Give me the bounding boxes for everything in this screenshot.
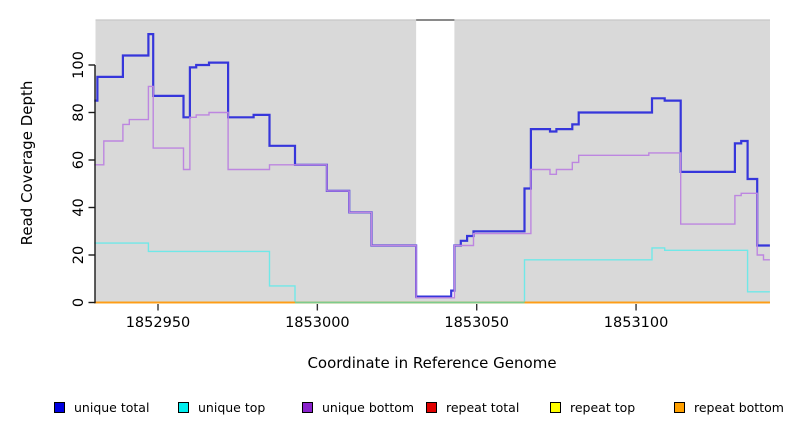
legend-swatch-unique-total	[54, 401, 65, 413]
legend-label: unique bottom	[322, 399, 415, 415]
x-axis-title: Coordinate in Reference Genome	[307, 354, 557, 372]
legend-item-unique-total: unique total	[54, 398, 149, 416]
y-tick-label: 60	[71, 151, 87, 169]
legend: unique total unique top unique bottom repea…	[0, 398, 792, 418]
legend-label: unique top	[198, 399, 266, 415]
legend-item-unique-top: unique top	[178, 398, 265, 416]
y-tick-label: 20	[71, 246, 87, 264]
legend-item-repeat-top: repeat top	[550, 398, 635, 416]
no-data-gap-band	[416, 20, 455, 299]
legend-item-repeat-total: repeat total	[426, 398, 519, 416]
y-tick-label: 80	[71, 103, 87, 121]
legend-swatch-repeat-top	[550, 401, 561, 413]
series-unique-top-line	[94, 242, 770, 304]
y-tick-label: 100	[71, 51, 87, 79]
x-tick-label: 1853050	[444, 315, 509, 331]
legend-label: unique total	[74, 399, 150, 415]
x-tick-label: 1853100	[604, 315, 669, 331]
x-tick-label: 1852950	[126, 315, 191, 331]
legend-item-unique-bottom: unique bottom	[302, 398, 414, 416]
legend-swatch-repeat-bottom	[674, 401, 685, 413]
y-axis-title: Read Coverage Depth	[18, 80, 36, 246]
legend-swatch-unique-bottom	[302, 401, 313, 413]
legend-label: repeat total	[446, 399, 520, 415]
y-tick-label: 0	[71, 298, 87, 307]
series-unique-total-line	[94, 33, 770, 298]
x-tick-label: 1853000	[285, 315, 350, 331]
coverage-chart: 0 20 40 60 80 100 1852950 1853000 1853050 1853100	[71, 19, 770, 331]
y-tick-label: 40	[71, 198, 87, 216]
legend-label: repeat bottom	[694, 399, 784, 415]
legend-item-repeat-bottom: repeat bottom	[674, 398, 784, 416]
legend-swatch-repeat-total	[426, 401, 437, 413]
legend-label: repeat top	[570, 399, 636, 415]
legend-swatch-unique-top	[178, 401, 189, 413]
series-unique-bottom-line	[94, 85, 770, 299]
